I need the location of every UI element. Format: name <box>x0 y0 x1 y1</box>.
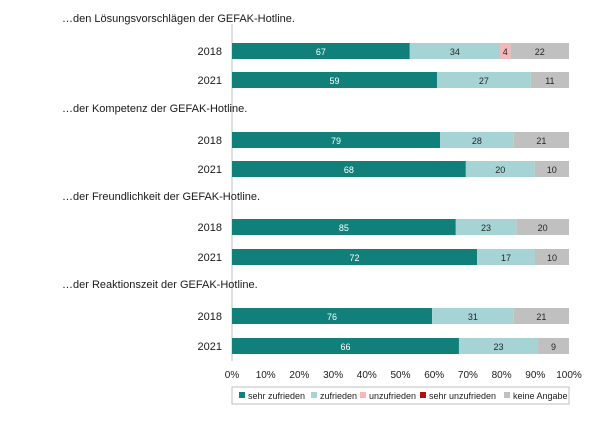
bar-segment <box>513 308 569 324</box>
bar-segment <box>232 72 437 88</box>
bar-segment <box>510 43 569 59</box>
data-label: 23 <box>493 342 503 352</box>
legend-label: unzufrieden <box>369 391 416 401</box>
category-label: 2018 <box>198 311 222 323</box>
bar-segment <box>513 132 569 148</box>
group-title: …der Reaktionszeit der GEFAK-Hotline. <box>62 279 258 291</box>
bar-segment <box>232 338 459 354</box>
x-tick-label: 0% <box>225 370 240 381</box>
data-label: 22 <box>535 47 545 57</box>
group-title: …der Freundlichkeit der GEFAK-Hotline. <box>62 191 260 203</box>
data-label: 66 <box>340 342 350 352</box>
group-title: …der Kompetenz der GEFAK-Hotline. <box>62 103 247 115</box>
x-tick-label: 90% <box>525 370 545 381</box>
data-label: 28 <box>472 136 482 146</box>
x-tick-label: 40% <box>357 370 377 381</box>
data-label: 34 <box>450 47 460 57</box>
data-label: 79 <box>331 136 341 146</box>
bar-segment <box>232 249 478 265</box>
legend-box <box>231 386 570 405</box>
data-label: 59 <box>329 76 339 86</box>
bar-segment <box>436 72 531 88</box>
x-tick-label: 20% <box>289 370 309 381</box>
data-label: 72 <box>350 253 360 263</box>
data-label: 31 <box>468 312 478 322</box>
data-label: 23 <box>481 223 491 233</box>
legend-swatch <box>239 392 245 398</box>
bar-segment <box>409 43 501 59</box>
bar-segment <box>530 72 569 88</box>
bar-segment <box>516 219 569 235</box>
bar-segment <box>232 308 433 324</box>
data-label: 20 <box>495 165 505 175</box>
bar-segment <box>432 308 514 324</box>
category-label: 2021 <box>198 252 222 264</box>
data-label: 10 <box>547 253 557 263</box>
bar-segment <box>232 43 410 59</box>
x-tick-label: 10% <box>256 370 276 381</box>
bar-segment <box>534 249 569 265</box>
bar-segment <box>232 132 440 148</box>
bar-segment <box>439 132 514 148</box>
legend-swatch <box>504 392 510 398</box>
category-label: 2018 <box>198 135 222 147</box>
data-label: 9 <box>551 342 556 352</box>
legend-swatch <box>420 392 426 398</box>
data-label: 27 <box>479 76 489 86</box>
group-title: …den Lösungsvorschlägen der GEFAK-Hotlin… <box>62 13 295 25</box>
bar-segment <box>534 161 569 177</box>
legend-swatch <box>311 392 317 398</box>
legend-label: keine Angabe <box>513 391 568 401</box>
category-label: 2021 <box>198 75 222 87</box>
data-label: 85 <box>339 223 349 233</box>
category-label: 2018 <box>198 46 222 58</box>
category-label: 2021 <box>198 341 222 353</box>
x-tick-label: 30% <box>323 370 343 381</box>
legend-swatch <box>360 392 366 398</box>
bar-segment <box>465 161 535 177</box>
x-tick-label: 100% <box>556 370 582 381</box>
x-tick-label: 50% <box>390 370 410 381</box>
data-label: 10 <box>547 165 557 175</box>
data-label: 68 <box>344 165 354 175</box>
x-tick-label: 80% <box>492 370 512 381</box>
x-tick-label: 70% <box>458 370 478 381</box>
bar-segment <box>232 161 466 177</box>
legend-label: sehr unzufrieden <box>429 391 496 401</box>
category-label: 2021 <box>198 164 222 176</box>
bar-segment <box>455 219 517 235</box>
data-label: 4 <box>503 47 508 57</box>
data-label: 67 <box>316 47 326 57</box>
data-label: 17 <box>501 253 511 263</box>
bar-segment <box>538 338 569 354</box>
data-label: 21 <box>536 136 546 146</box>
bar-segment <box>477 249 535 265</box>
data-label: 76 <box>327 312 337 322</box>
bar-segment <box>500 43 511 59</box>
data-label: 20 <box>538 223 548 233</box>
legend-label: sehr zufrieden <box>248 391 305 401</box>
data-label: 11 <box>545 76 554 86</box>
data-label: 21 <box>536 312 546 322</box>
legend-label: zufrieden <box>320 391 357 401</box>
bar-segment <box>232 219 456 235</box>
x-tick-label: 60% <box>424 370 444 381</box>
category-label: 2018 <box>198 222 222 234</box>
bar-segment <box>458 338 539 354</box>
